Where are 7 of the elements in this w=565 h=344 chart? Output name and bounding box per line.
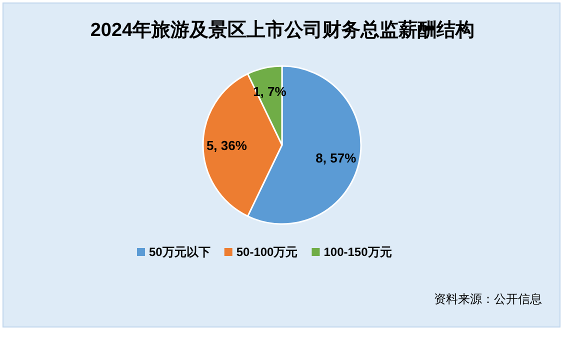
text: 资料来源：公开信息 bbox=[434, 292, 542, 306]
data-label: 5, 36% bbox=[206, 138, 248, 153]
data-label: 8, 57% bbox=[316, 150, 357, 166]
chart-title: 2024年旅游及景区上市公司财务总监薪酬结构 bbox=[90, 19, 475, 41]
legend-label: 100-150万元 bbox=[324, 245, 392, 259]
legend-label: 50-100万元 bbox=[236, 245, 298, 259]
legend-label: 50万元以下 bbox=[149, 245, 210, 259]
